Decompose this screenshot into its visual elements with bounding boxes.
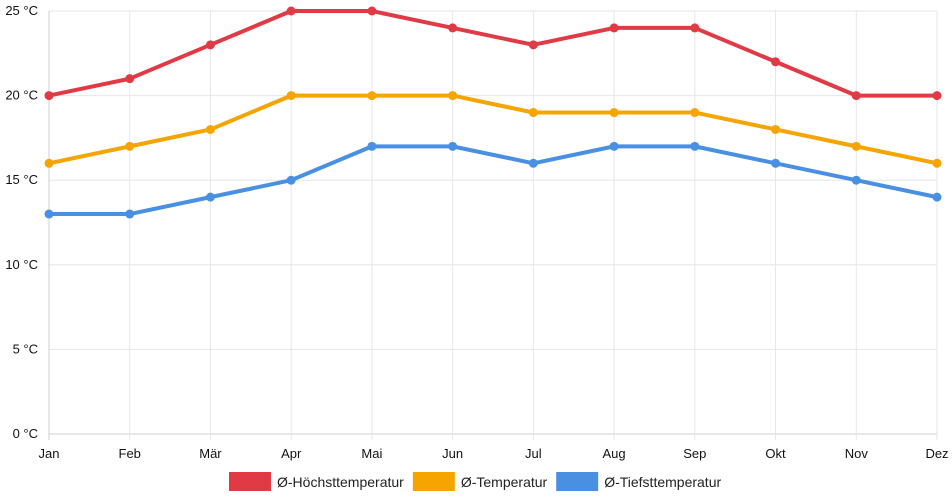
series-line <box>47 93 939 166</box>
legend-label: Ø-Temperatur <box>461 474 548 490</box>
legend-swatch <box>412 472 455 491</box>
data-point[interactable] <box>367 91 377 101</box>
x-tick-label: Feb <box>119 446 141 461</box>
data-point[interactable] <box>771 158 781 168</box>
legend: Ø-Höchsttemperatur Ø-Temperatur Ø-Tiefstte… <box>229 472 721 491</box>
data-point[interactable] <box>125 209 135 219</box>
data-point[interactable] <box>932 91 942 101</box>
series-1 <box>44 6 942 101</box>
data-point[interactable] <box>690 141 700 151</box>
data-point[interactable] <box>771 124 781 134</box>
data-point[interactable] <box>851 141 861 151</box>
series-2 <box>44 91 942 168</box>
data-point[interactable] <box>44 209 54 219</box>
data-point[interactable] <box>205 192 215 202</box>
legend-label: Ø-Höchsttemperatur <box>277 474 404 490</box>
axes: 0 °C 5 °C 10 °C 15 °C 20 °C 25 °C Jan Feb Mär Apr… <box>5 3 948 461</box>
series-line <box>47 9 939 98</box>
data-point[interactable] <box>367 6 377 16</box>
y-tick-label: 15 °C <box>5 172 38 187</box>
legend-item[interactable]: Ø-Temperatur <box>412 472 548 491</box>
x-tick-label: Sep <box>683 446 706 461</box>
legend-item[interactable]: Ø-Tiefsttemperatur <box>556 472 721 491</box>
x-tick-label: Apr <box>281 446 302 461</box>
data-point[interactable] <box>286 91 296 101</box>
series-lines <box>44 6 942 219</box>
data-point[interactable] <box>609 108 619 118</box>
series-line <box>47 144 939 217</box>
y-tick-label: 20 °C <box>5 88 38 103</box>
data-point[interactable] <box>205 124 215 134</box>
x-tick-label: Aug <box>603 446 626 461</box>
y-tick-label: 0 °C <box>13 426 38 441</box>
data-point[interactable] <box>205 40 215 50</box>
data-point[interactable] <box>528 158 538 168</box>
data-point[interactable] <box>448 91 458 101</box>
y-tick-label: 25 °C <box>5 3 38 18</box>
data-point[interactable] <box>690 23 700 33</box>
x-tick-label: Jun <box>442 446 463 461</box>
series-3 <box>44 141 942 219</box>
data-point[interactable] <box>44 158 54 168</box>
data-point[interactable] <box>690 108 700 118</box>
y-tick-label: 10 °C <box>5 257 38 272</box>
x-tick-label: Dez <box>925 446 948 461</box>
data-point[interactable] <box>528 108 538 118</box>
y-tick-label: 5 °C <box>13 341 38 356</box>
x-tick-label: Okt <box>765 446 786 461</box>
data-point[interactable] <box>932 158 942 168</box>
legend-item[interactable]: Ø-Höchsttemperatur <box>229 472 404 491</box>
data-point[interactable] <box>851 175 861 185</box>
x-tick-label: Mai <box>361 446 382 461</box>
x-tick-label: Mär <box>199 446 222 461</box>
x-tick-label: Jul <box>525 446 542 461</box>
grid <box>48 10 938 440</box>
x-tick-label: Jan <box>39 446 60 461</box>
data-point[interactable] <box>609 141 619 151</box>
legend-label: Ø-Tiefsttemperatur <box>604 474 721 490</box>
data-point[interactable] <box>609 23 619 33</box>
legend-swatch <box>556 472 599 491</box>
data-point[interactable] <box>771 57 781 67</box>
data-point[interactable] <box>448 141 458 151</box>
data-point[interactable] <box>448 23 458 33</box>
data-point[interactable] <box>286 6 296 16</box>
x-tick-label: Nov <box>845 446 869 461</box>
data-point[interactable] <box>125 141 135 151</box>
data-point[interactable] <box>932 192 942 202</box>
data-point[interactable] <box>367 141 377 151</box>
data-point[interactable] <box>44 91 54 101</box>
data-point[interactable] <box>851 91 861 101</box>
data-point[interactable] <box>286 175 296 185</box>
data-point[interactable] <box>125 74 135 84</box>
legend-swatch <box>229 472 271 491</box>
data-point[interactable] <box>528 40 538 50</box>
